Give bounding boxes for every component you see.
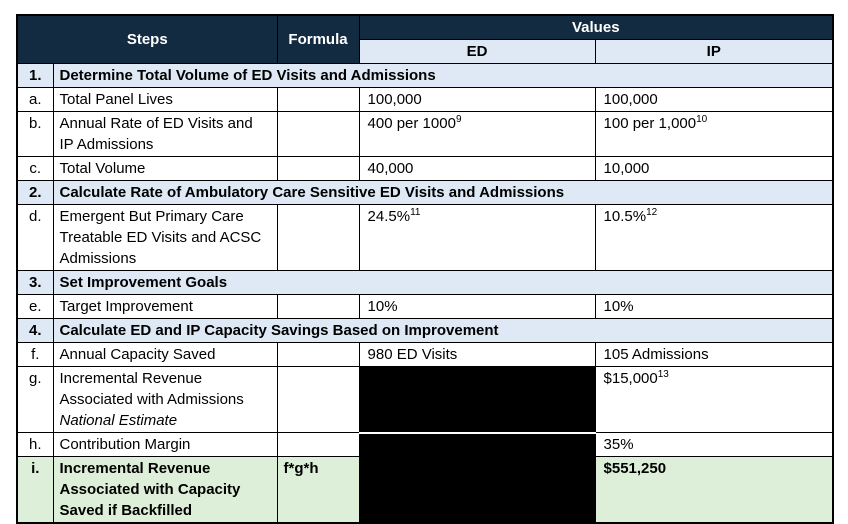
footnote-ref: 13 xyxy=(657,369,669,380)
ip-value-text: 100 per 1,000 xyxy=(603,115,697,132)
formula-column-header: Formula xyxy=(276,14,360,64)
ip-value-text: 10% xyxy=(603,298,634,315)
table-row-c: c. Total Volume 40,000 10,000 xyxy=(16,156,834,181)
row-value-ip: $551,250 xyxy=(594,456,834,524)
table-row-g: g. Incremental Revenue Associated with A… xyxy=(16,366,834,434)
row-value-ed: 40,000 xyxy=(358,156,596,181)
row-letter: f. xyxy=(16,342,54,367)
table-row-i: i. Incremental Revenue Associated with C… xyxy=(16,456,834,524)
row-formula xyxy=(276,366,360,433)
redacted-value-ed xyxy=(358,432,596,457)
table-row-e: e. Target Improvement 10% 10% xyxy=(16,294,834,319)
ed-value-text: 10% xyxy=(367,298,398,315)
redacted-value-ed xyxy=(358,366,596,434)
row-value-ip: 10% xyxy=(594,294,834,319)
table-row-d: d. Emergent But Primary Care Treatable E… xyxy=(16,204,834,271)
table-row-a: a. Total Panel Lives 100,000 100,000 xyxy=(16,87,834,112)
row-value-ed: 24.5%11 xyxy=(358,204,596,271)
row-value-ip: $15,00013 xyxy=(594,366,834,433)
row-value-ip: 100,000 xyxy=(594,87,834,112)
row-formula xyxy=(276,87,360,112)
row-letter: a. xyxy=(16,87,54,112)
row-label-italic: National Estimate xyxy=(59,412,178,429)
row-value-ip: 10.5%12 xyxy=(594,204,834,271)
row-letter: g. xyxy=(16,366,54,433)
ed-value-text: 400 per 1000 xyxy=(367,115,456,132)
row-value-ip: 35% xyxy=(594,432,834,457)
section-number: 1. xyxy=(16,63,54,88)
table-header: Steps Formula Values ED IP xyxy=(16,14,834,64)
row-formula xyxy=(276,204,360,271)
ed-value-text: 980 ED Visits xyxy=(367,346,458,363)
row-value-ip: 100 per 1,00010 xyxy=(594,111,834,157)
row-label: Target Improvement xyxy=(52,294,278,319)
row-value-ed: 100,000 xyxy=(358,87,596,112)
row-label: Total Panel Lives xyxy=(52,87,278,112)
section-row-3: 3. Set Improvement Goals xyxy=(16,270,834,295)
section-row-4: 4. Calculate ED and IP Capacity Savings … xyxy=(16,318,834,343)
row-value-ed: 10% xyxy=(358,294,596,319)
footnote-ref: 9 xyxy=(455,114,462,125)
row-letter: h. xyxy=(16,432,54,457)
row-label-text: Incremental Revenue Associated with Admi… xyxy=(59,370,244,408)
table-body: 1. Determine Total Volume of ED Visits a… xyxy=(16,63,834,524)
ip-value-text: $551,250 xyxy=(603,460,667,477)
row-letter: b. xyxy=(16,111,54,157)
ed-value-text: 100,000 xyxy=(367,91,422,108)
row-letter: i. xyxy=(16,456,54,524)
row-label: Emergent But Primary Care Treatable ED V… xyxy=(52,204,278,271)
section-title: Calculate Rate of Ambulatory Care Sensit… xyxy=(52,180,834,205)
table-row-b: b. Annual Rate of ED Visits and IP Admis… xyxy=(16,111,834,157)
row-value-ed: 980 ED Visits xyxy=(358,342,596,367)
row-label: Annual Capacity Saved xyxy=(52,342,278,367)
header-row-values: Steps Formula Values xyxy=(16,14,834,64)
ip-value-text: 105 Admissions xyxy=(603,346,709,363)
row-label: Contribution Margin xyxy=(52,432,278,457)
ip-value-text: 100,000 xyxy=(603,91,658,108)
row-label: Total Volume xyxy=(52,156,278,181)
ip-value-text: 10.5% xyxy=(603,208,647,225)
steps-column-header: Steps xyxy=(16,14,278,64)
footnote-ref: 12 xyxy=(646,207,658,218)
section-title: Calculate ED and IP Capacity Savings Bas… xyxy=(52,318,834,343)
row-letter: e. xyxy=(16,294,54,319)
ip-value-text: 10,000 xyxy=(603,160,650,177)
ed-value-text: 24.5% xyxy=(367,208,411,225)
section-number: 3. xyxy=(16,270,54,295)
capacity-savings-table: Steps Formula Values ED IP 1. Determine … xyxy=(16,14,835,524)
row-formula xyxy=(276,342,360,367)
row-value-ed: 400 per 10009 xyxy=(358,111,596,157)
footnote-ref: 11 xyxy=(410,207,421,218)
row-value-ip: 10,000 xyxy=(594,156,834,181)
section-title: Set Improvement Goals xyxy=(52,270,834,295)
ip-value-text: $15,000 xyxy=(603,370,658,387)
values-column-header: Values xyxy=(358,14,834,40)
section-row-2: 2. Calculate Rate of Ambulatory Care Sen… xyxy=(16,180,834,205)
ip-column-header: IP xyxy=(594,39,834,64)
table-row-f: f. Annual Capacity Saved 980 ED Visits 1… xyxy=(16,342,834,367)
section-number: 2. xyxy=(16,180,54,205)
ed-value-text: 40,000 xyxy=(367,160,414,177)
header-row-ed-ip: ED IP xyxy=(17,39,834,64)
row-formula: f*g*h xyxy=(276,456,360,524)
row-formula xyxy=(276,294,360,319)
row-value-ip: 105 Admissions xyxy=(594,342,834,367)
ed-column-header: ED xyxy=(358,39,596,64)
row-label: Annual Rate of ED Visits and IP Admissio… xyxy=(52,111,278,157)
footnote-ref: 10 xyxy=(696,114,708,125)
ip-value-text: 35% xyxy=(603,436,634,453)
section-number: 4. xyxy=(16,318,54,343)
table-row-h: h. Contribution Margin 35% xyxy=(16,432,834,457)
row-letter: d. xyxy=(16,204,54,271)
row-label: Incremental Revenue Associated with Admi… xyxy=(52,366,278,433)
row-formula xyxy=(276,156,360,181)
section-title: Determine Total Volume of ED Visits and … xyxy=(52,63,834,88)
section-row-1: 1. Determine Total Volume of ED Visits a… xyxy=(16,63,834,88)
row-label: Incremental Revenue Associated with Capa… xyxy=(52,456,278,524)
row-formula xyxy=(276,111,360,157)
row-letter: c. xyxy=(16,156,54,181)
row-formula xyxy=(276,432,360,457)
redacted-value-ed xyxy=(358,456,596,524)
